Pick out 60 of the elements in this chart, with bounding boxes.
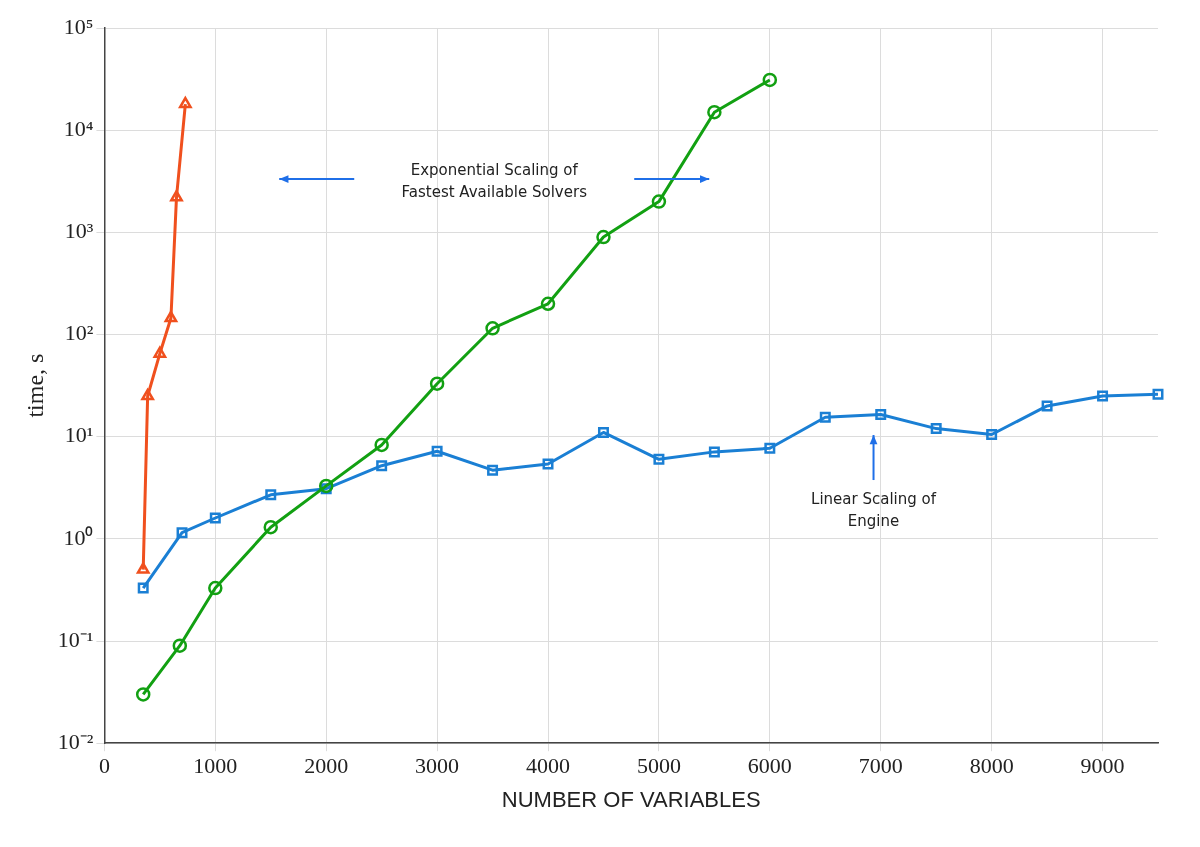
point xyxy=(986,429,998,441)
point xyxy=(542,458,554,470)
point xyxy=(431,445,443,457)
point xyxy=(176,527,188,539)
x-tick-label: 5000 xyxy=(636,753,681,779)
x-tick-label: 7000 xyxy=(858,753,903,779)
point xyxy=(487,464,499,476)
point xyxy=(597,426,609,438)
x-tick-label: 9000 xyxy=(1080,753,1125,779)
point xyxy=(172,638,188,653)
y-tick-label: 10⁵ xyxy=(63,13,94,39)
x-tick-label: 1000 xyxy=(193,753,238,779)
x-tick-label: 6000 xyxy=(747,753,792,779)
x-tick-label: 3000 xyxy=(415,753,460,779)
point xyxy=(170,190,183,202)
point xyxy=(930,423,942,435)
point xyxy=(208,580,223,596)
point xyxy=(707,104,722,120)
point xyxy=(141,388,155,401)
y-tick-label: 10⁰ xyxy=(63,524,94,550)
point xyxy=(178,96,192,109)
point xyxy=(875,408,887,420)
point xyxy=(429,376,445,391)
point xyxy=(596,229,611,245)
x-tick-label: 2000 xyxy=(304,753,349,779)
y-tick-label: 10³ xyxy=(64,218,94,244)
y-tick-label: 10⁻¹ xyxy=(57,626,94,652)
point xyxy=(137,582,149,594)
x-tick-label: 4000 xyxy=(526,753,571,779)
point xyxy=(540,296,556,312)
y-axis-title: time, s xyxy=(21,353,48,418)
point xyxy=(376,460,388,472)
point xyxy=(209,512,221,524)
x-axis-title: NUMBER OF VARIABLES xyxy=(501,786,761,812)
point xyxy=(819,411,831,423)
point xyxy=(485,321,500,336)
point xyxy=(1152,388,1164,400)
point xyxy=(318,478,334,494)
point xyxy=(153,346,167,358)
point xyxy=(263,519,278,535)
point xyxy=(1097,390,1109,402)
point xyxy=(651,194,667,209)
annotation: Exponential Scaling of Fastest Available Solvers xyxy=(401,160,588,201)
point xyxy=(136,562,150,574)
x-tick-label: 0 xyxy=(98,753,110,779)
y-tick-label: 10⁴ xyxy=(63,115,94,141)
x-tick-label: 8000 xyxy=(969,753,1014,779)
y-tick-label: 10² xyxy=(64,320,94,346)
y-tick-label: 10⁻² xyxy=(57,728,94,754)
point xyxy=(764,442,776,454)
point xyxy=(653,453,665,465)
point xyxy=(135,687,151,702)
point xyxy=(265,489,277,501)
point xyxy=(708,446,720,458)
point xyxy=(762,72,778,88)
y-tick-label: 10¹ xyxy=(64,422,94,448)
point xyxy=(1041,400,1053,412)
annotation: Linear Scaling of Engine xyxy=(811,489,937,530)
point xyxy=(164,310,178,323)
point xyxy=(374,437,389,453)
